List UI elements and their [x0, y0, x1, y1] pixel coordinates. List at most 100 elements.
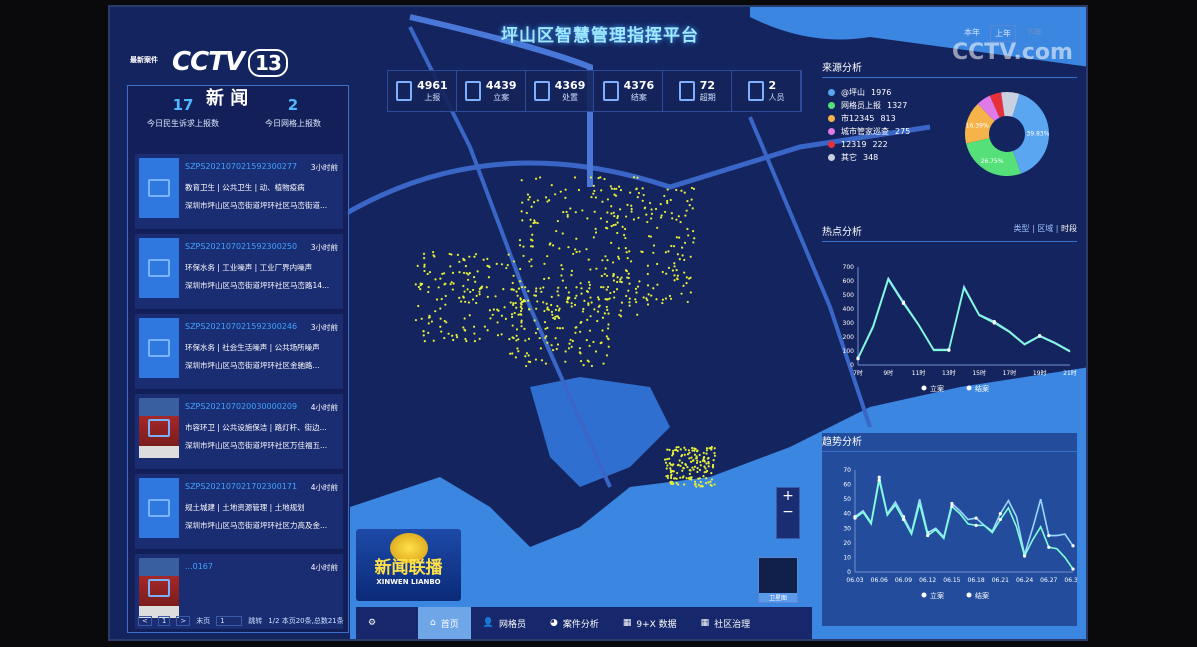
hotspot-dot	[669, 198, 672, 202]
hotspot-dot	[506, 264, 509, 267]
hotspot-dot	[702, 456, 705, 459]
page-input[interactable]: 1	[216, 616, 243, 626]
hotspot-dot	[516, 347, 519, 350]
panel-title: 最新案件	[130, 56, 158, 64]
tab-type[interactable]: 类型	[1013, 224, 1030, 233]
home-icon: ⌂	[430, 618, 436, 628]
stat-1[interactable]: 4439 立案	[457, 71, 526, 111]
stat-3[interactable]: 4376 结案	[594, 71, 664, 111]
hotspot-dot	[527, 337, 531, 341]
hotspot-dot	[593, 189, 596, 193]
hotspot-dot	[535, 307, 538, 310]
hotspot-dot	[528, 260, 531, 263]
hotspot-dot	[628, 250, 631, 253]
hotspot-dot	[709, 483, 712, 486]
hotspot-dot	[669, 297, 673, 300]
donut-slice	[1001, 92, 1020, 117]
hotspot-dot	[609, 291, 612, 295]
x-tick-label: 06.12	[919, 577, 936, 584]
case-list-item[interactable]: SZPS202107021592300246 3小时前 环保水务 | 社会生活噪声 …	[135, 314, 343, 390]
case-photo	[139, 558, 179, 618]
hotspot-dot	[673, 279, 676, 282]
hotspot-dot	[641, 187, 644, 190]
tab-region[interactable]: 区域	[1037, 224, 1054, 233]
hotspot-dot	[538, 336, 541, 340]
nav-item-0[interactable]: ⌂ 首页	[418, 607, 471, 639]
zoom-in-button[interactable]: +	[782, 488, 794, 504]
hotspot-dot	[666, 476, 670, 480]
stat-4[interactable]: 72 超期	[663, 71, 733, 111]
minimap-toggle[interactable]: 卫星图	[758, 557, 798, 603]
nav-item-2[interactable]: ◕ 案件分析	[538, 607, 611, 639]
series-line-1	[857, 277, 1071, 360]
case-list-item[interactable]: SZPS202107021592300250 3小时前 环保水务 | 工业噪声 | …	[135, 234, 343, 310]
hotspot-dot	[511, 324, 514, 327]
period-next-year[interactable]: 下年	[1026, 28, 1042, 37]
case-list-item[interactable]: SZPS202107021702300171 4小时前 规土城建 | 土地资源管理 …	[135, 474, 343, 550]
hotspot-dot	[427, 290, 430, 294]
hotspot-dot	[575, 326, 578, 329]
tab-time[interactable]: 时段	[1061, 224, 1077, 233]
hotspot-dot	[561, 327, 564, 330]
prev-page-button[interactable]: <	[138, 616, 152, 626]
hotspot-dot	[697, 483, 700, 486]
hotspot-dot	[578, 351, 581, 354]
page-number[interactable]: 1	[157, 616, 171, 626]
hotspot-dot	[587, 303, 590, 307]
hotspot-dot	[529, 238, 533, 241]
hotspot-dot	[550, 303, 553, 307]
last-page-button[interactable]: 末页	[196, 617, 211, 625]
hotspot-dot	[630, 204, 633, 207]
stat-0[interactable]: 4961 上报	[388, 71, 457, 111]
hotspot-dot	[508, 338, 511, 341]
hotspot-dot	[605, 288, 608, 291]
document-icon	[678, 81, 695, 101]
stat-2[interactable]: 4369 处置	[526, 71, 595, 111]
hotspot-dot	[681, 469, 684, 472]
y-tick-label: 200	[843, 334, 855, 341]
stats-bar: 4961 上报 4439 立案 4369 处置 4376 结案 72 超期 2 人员	[387, 70, 802, 112]
hotspot-dot	[615, 288, 619, 291]
hotspot-dot	[594, 227, 597, 230]
hotspot-dot	[698, 453, 701, 457]
nav-item-1[interactable]: 👤 网格员	[471, 607, 538, 639]
hotspot-dot	[688, 451, 691, 454]
hotspot-dot	[478, 337, 481, 340]
period-this-year[interactable]: 本年	[964, 28, 980, 37]
panel-title: 热点分析	[822, 227, 862, 238]
hotspot-dot	[592, 192, 595, 195]
next-page-button[interactable]: >	[176, 616, 191, 626]
hotspot-dot	[685, 276, 688, 279]
hotspot-dot	[543, 320, 547, 324]
legend-item: 网格员上报 1327	[828, 99, 1077, 112]
zoom-out-button[interactable]: −	[782, 504, 794, 520]
x-tick-label: 06.18	[968, 577, 985, 584]
hotspot-dot	[524, 286, 527, 289]
nav-item-4[interactable]: ▦ 社区治理	[689, 607, 763, 639]
data-point	[947, 348, 951, 352]
nav-item-3[interactable]: ▦ 9+X 数据	[611, 607, 689, 639]
y-tick-label: 20	[843, 540, 851, 547]
hotspot-dot	[616, 276, 619, 279]
source-legend: @坪山 1976 网格员上报 1327 市12345 813 城市管家巡查 275 12319 2…	[822, 86, 1077, 164]
hotspot-dot	[546, 306, 549, 309]
settings-icon[interactable]: ⚙	[368, 618, 377, 628]
hotspot-dot	[534, 290, 538, 293]
case-list-item[interactable]: SZPS202107020030000209 4小时前 市容环卫 | 公共设施保洁 …	[135, 394, 343, 470]
hotspot-dot	[713, 454, 717, 457]
hotspot-dot	[710, 478, 714, 481]
case-list-item[interactable]: SZPS202107021592300277 3小时前 教育卫生 | 公共卫生 | …	[135, 154, 343, 230]
jump-button[interactable]: 跳转	[248, 617, 263, 625]
x-tick-label: 06.27	[1040, 577, 1057, 584]
period-last-year[interactable]: 上年	[990, 25, 1016, 42]
hotspot-dot	[673, 262, 676, 265]
hotspot-dot	[471, 298, 475, 301]
hotspot-dot	[458, 260, 461, 263]
hotspot-dot	[579, 359, 583, 363]
hotspot-dot	[574, 211, 577, 214]
hotspot-dot	[520, 179, 523, 182]
hotspot-dot	[566, 213, 569, 217]
hotspot-dot	[542, 286, 545, 289]
stat-5[interactable]: 2 人员	[732, 71, 801, 111]
x-tick-label: 17时	[1003, 369, 1017, 377]
